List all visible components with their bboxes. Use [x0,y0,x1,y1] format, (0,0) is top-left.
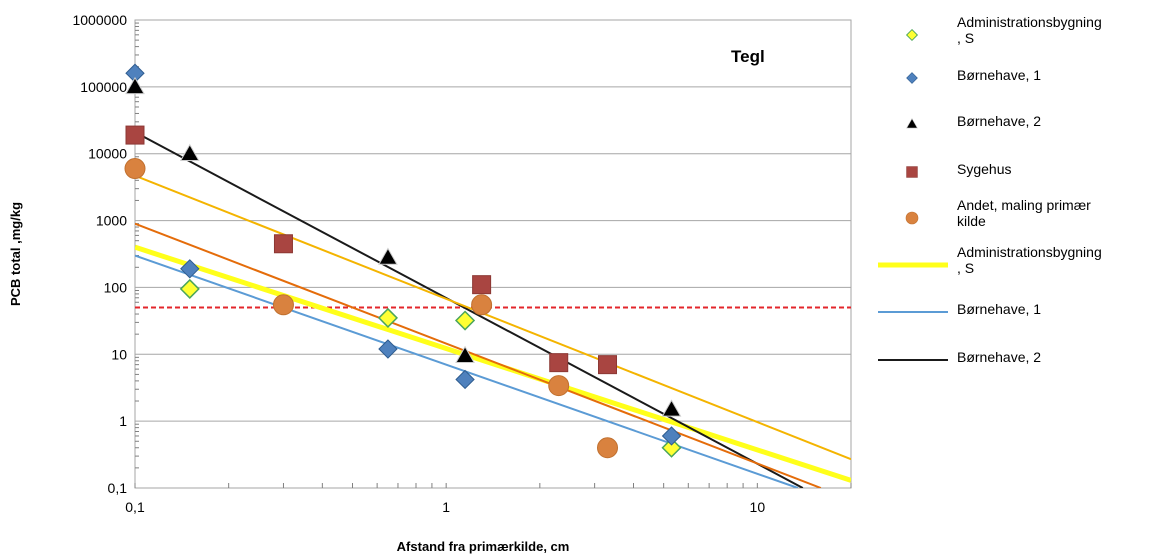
trendline [135,131,804,488]
x-tick-label: 0,1 [125,499,145,515]
data-point [378,339,398,359]
legend-label: Andet, maling primær [957,197,1091,213]
y-tick-label: 1000000 [72,12,127,28]
data-point [549,353,569,373]
data-point [598,355,618,375]
data-point [454,310,476,331]
data-point [597,437,619,459]
trendline [135,222,822,488]
data-point [661,426,682,446]
data-point [179,278,200,299]
legend-label: kilde [957,213,986,229]
data-point [125,125,145,145]
data-point [125,76,145,95]
data-point [273,234,293,254]
legend-label: , S [957,30,974,46]
series-børnehave [125,63,682,446]
series-børnehave [125,76,682,417]
legend-marker [905,28,919,42]
legend-label: Børnehave, 2 [957,349,1041,365]
data-point [180,259,200,279]
series-administrationsbygning [179,278,682,458]
legend-marker [906,72,918,84]
x-tick-label: 10 [750,499,766,515]
data-point [455,369,475,390]
data-point [179,143,200,161]
series-sygehus [125,125,618,375]
data-point [455,345,475,364]
legend-marker [906,166,918,178]
trendline [135,244,851,483]
x-tick-label: 1 [442,499,450,515]
trendline [135,174,851,461]
y-tick-label: 1000 [96,213,127,229]
y-tick-label: 0,1 [108,480,128,496]
legend-marker [906,117,918,129]
legend-label: Børnehave, 1 [957,67,1041,83]
data-point [661,399,682,417]
data-point [548,375,570,397]
y-tick-label: 1 [119,413,127,429]
y-tick-label: 10 [111,346,127,362]
data-point [661,437,682,458]
legend-label: Sygehus [957,161,1011,177]
data-point [378,247,398,265]
series-andet [124,158,619,459]
legend-marker [905,211,919,225]
legend-label: Børnehave, 1 [957,301,1041,317]
data-point [472,275,492,295]
y-tick-label: 10000 [88,146,127,162]
legend-label: Børnehave, 2 [957,113,1041,129]
data-point [377,307,399,328]
legend-label: Administrationsbygning [957,244,1102,260]
y-tick-label: 100 [104,279,128,295]
y-axis-title: PCB total ,mg/kg [8,202,23,306]
data-point [272,294,294,316]
trendlines [135,131,851,488]
legend-label: , S [957,260,974,276]
y-tick-label: 100000 [80,79,127,95]
plot-area [134,19,852,489]
data-point [124,158,146,180]
annotation: Tegl [731,47,765,66]
legend-label: Administrationsbygning [957,14,1102,30]
data-point [471,294,493,316]
x-axis-title: Afstand fra primærkilde, cm [397,539,570,554]
